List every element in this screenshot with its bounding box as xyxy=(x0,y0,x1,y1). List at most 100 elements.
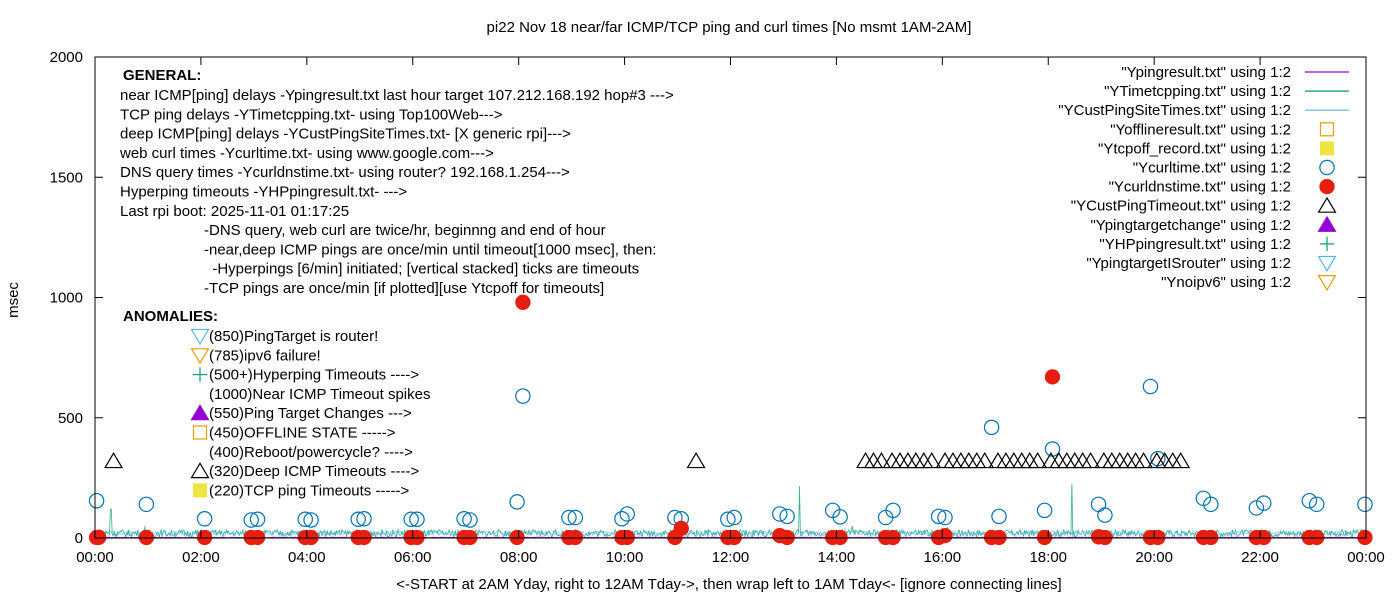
legend-marker-8 xyxy=(1317,215,1337,232)
point-0-45 xyxy=(1357,496,1373,513)
point-1-35 xyxy=(1044,369,1061,385)
point-0-5 xyxy=(297,511,313,527)
anomaly-line-7: (320)Deep ICMP Timeouts ----> xyxy=(209,463,419,480)
series-2 xyxy=(104,452,1191,469)
anomaly-line-6: (400)Reboot/powercycle? ----> xyxy=(209,444,413,461)
legend-label-2: "YCustPingSiteTimes.txt" using 1:2 xyxy=(1058,102,1291,119)
note-line-3: -TCP pings are once/min [if plotted][use… xyxy=(204,280,604,297)
x-tick-label-6: 12:00 xyxy=(712,549,750,566)
anomalies-header: ANOMALIES: xyxy=(123,308,218,325)
y-tick-label-2: 1000 xyxy=(50,290,83,307)
general-line-1: TCP ping delays -YTimetcpping.txt- using… xyxy=(120,106,503,123)
legend-label-4: "Ytcpoff_record.txt" using 1:2 xyxy=(1098,140,1291,157)
point-0-33 xyxy=(1036,502,1053,519)
point-0-11 xyxy=(456,511,472,527)
point-2-28 xyxy=(1081,452,1101,469)
point-1-31 xyxy=(937,527,953,544)
anomaly-marker-5 xyxy=(192,425,208,440)
anomaly-marker-8 xyxy=(193,483,207,498)
anomaly-line-2: (500+)Hyperping Timeouts ----> xyxy=(209,367,419,384)
y-tick-label-1: 500 xyxy=(58,410,83,427)
anomaly-line-0: (850)PingTarget is router! xyxy=(209,328,378,345)
point-0-1 xyxy=(138,496,155,513)
general-line-0: near ICMP[ping] delays -Ypingresult.txt … xyxy=(120,87,674,104)
point-0-31 xyxy=(983,419,1000,436)
x-tick-label-10: 20:00 xyxy=(1135,549,1173,566)
point-0-16 xyxy=(567,509,584,526)
legend-label-11: "Ynoipv6" using 1:2 xyxy=(1161,274,1291,291)
legend-label-3: "Yofflineresult.txt" using 1:2 xyxy=(1110,121,1291,138)
anomaly-marker-4 xyxy=(190,404,210,421)
y-axis-label: msec xyxy=(5,282,22,318)
point-2-16 xyxy=(975,452,995,469)
point-0-12 xyxy=(462,512,478,528)
x-tick-label-11: 22:00 xyxy=(1241,549,1279,566)
point-2-22 xyxy=(1028,452,1048,469)
anomaly-line-5: (450)OFFLINE STATE -----> xyxy=(209,425,396,442)
point-0-29 xyxy=(930,508,947,525)
y-tick-label-0: 0 xyxy=(75,530,83,547)
y-tick-label-3: 1500 xyxy=(50,169,83,186)
general-line-4: DNS query times -Ycurldnstime.txt- using… xyxy=(120,164,570,181)
point-0-10 xyxy=(409,511,425,527)
x-tick-label-4: 08:00 xyxy=(500,549,538,566)
note-line-0: -DNS query, web curl are twice/hr, begin… xyxy=(204,222,606,239)
legend-label-10: "YpingtargetISrouter" using 1:2 xyxy=(1086,255,1291,272)
point-0-44 xyxy=(1308,496,1325,513)
note-line-1: -near,deep ICMP pings are once/min until… xyxy=(204,241,656,258)
legend-marker-11 xyxy=(1317,275,1337,292)
anomaly-line-4: (550)Ping Target Changes ---> xyxy=(209,405,412,422)
anomaly-marker-1 xyxy=(190,348,210,365)
legend: "Ypingresult.txt" using 1:2 "YTimetcpping… xyxy=(1058,64,1349,291)
point-0-7 xyxy=(350,511,366,527)
point-0-3 xyxy=(243,512,259,528)
x-tick-label-2: 04:00 xyxy=(288,549,326,566)
x-tick-label-7: 14:00 xyxy=(818,549,856,566)
x-axis-label: <-START at 2AM Yday, right to 12AM Tday-… xyxy=(396,576,1061,593)
legend-label-8: "Ypingtargetchange" using 1:2 xyxy=(1090,217,1291,234)
point-0-17 xyxy=(614,511,630,527)
point-2-34 xyxy=(1134,452,1154,469)
legend-marker-9 xyxy=(1319,236,1335,252)
anomaly-line-3: (1000)Near ICMP Timeout spikes xyxy=(209,386,430,403)
point-0-36 xyxy=(1097,507,1113,523)
point-0-30 xyxy=(937,509,953,526)
point-0-2 xyxy=(196,511,213,527)
x-tick-label-5: 10:00 xyxy=(606,549,644,566)
anomaly-marker-0 xyxy=(190,328,210,345)
legend-label-0: "Ypingresult.txt" using 1:2 xyxy=(1121,64,1291,81)
point-0-32 xyxy=(991,508,1007,525)
general-header: GENERAL: xyxy=(123,67,201,84)
x-tick-label-0: 00:00 xyxy=(76,549,114,566)
x-tick-label-12: 00:00 xyxy=(1347,549,1385,566)
anomaly-line-1: (785)ipv6 failure! xyxy=(209,347,321,364)
point-1-21 xyxy=(673,520,689,537)
point-0-15 xyxy=(561,509,577,526)
general-line-5: Hyperping timeouts -YHPpingresult.txt- -… xyxy=(120,184,407,201)
point-0-4 xyxy=(249,511,266,527)
point-0-40 xyxy=(1203,496,1219,513)
legend-marker-4 xyxy=(1320,141,1334,156)
point-0-21 xyxy=(720,511,736,527)
point-0-6 xyxy=(303,512,319,528)
legend-label-6: "Ycurldnstime.txt" using 1:2 xyxy=(1109,179,1291,196)
point-2-38 xyxy=(1171,452,1191,469)
annotation-layer: GENERAL: near ICMP[ping] delays -Ypingres… xyxy=(119,67,674,499)
legend-marker-3 xyxy=(1319,122,1335,137)
series-0 xyxy=(88,378,1373,528)
point-0-37 xyxy=(1142,378,1159,395)
point-2-10 xyxy=(922,452,942,469)
x-tick-label-3: 06:00 xyxy=(394,549,432,566)
note-line-2: -Hyperpings [6/min] initiated; [vertical… xyxy=(204,261,639,278)
point-0-26 xyxy=(832,509,848,525)
legend-label-5: "Ycurltime.txt" using 1:2 xyxy=(1133,160,1291,177)
point-2-4 xyxy=(871,452,891,469)
point-0-22 xyxy=(726,509,742,526)
x-tick-label-8: 16:00 xyxy=(924,549,962,566)
legend-label-1: "YTimetcpping.txt" using 1:2 xyxy=(1104,83,1291,100)
chart-title: pi22 Nov 18 near/far ICMP/TCP ping and c… xyxy=(487,19,972,36)
point-0-28 xyxy=(885,502,901,519)
legend-marker-5 xyxy=(1319,159,1335,176)
